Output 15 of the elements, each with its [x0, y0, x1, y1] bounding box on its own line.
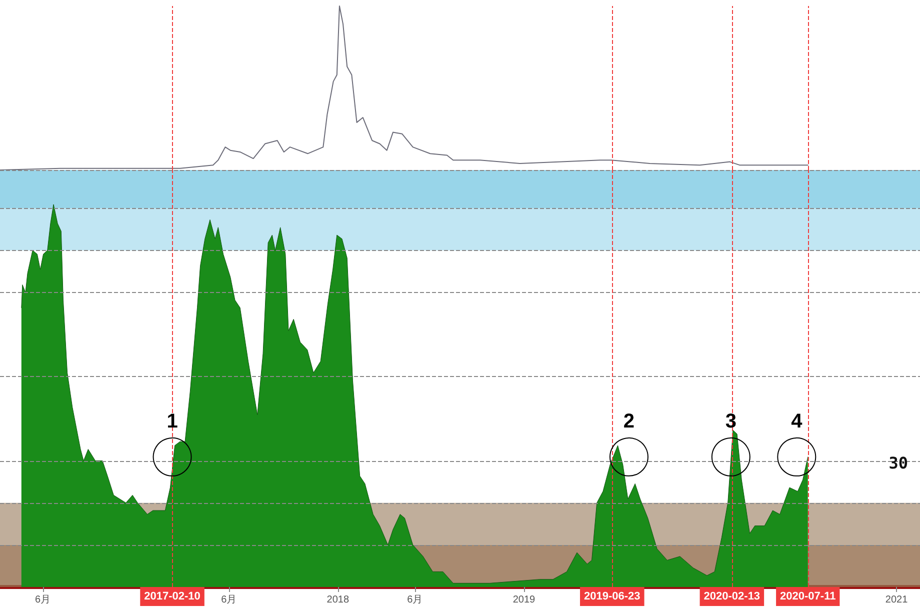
ref-line-label: 2020-02-13 — [704, 590, 760, 602]
x-tick-label: 6月 — [35, 594, 51, 606]
x-tick-label: 6月 — [221, 594, 237, 606]
ref-line-label: 2020-07-11 — [780, 590, 836, 602]
x-tick-label: 2018 — [326, 594, 350, 606]
annotation: 1 — [166, 410, 178, 432]
ref-line-label: 2019-06-23 — [584, 590, 640, 602]
x-tick-label: 2021 — [885, 594, 908, 606]
x-tick-label: 6月 — [407, 594, 423, 606]
annotation: 30 — [888, 454, 908, 472]
x-tick-label: 2019 — [512, 594, 536, 606]
ref-line-label: 2017-02-10 — [144, 590, 200, 602]
annotation: 2 — [623, 410, 635, 432]
annotation: 3 — [725, 410, 736, 432]
annotation: 4 — [791, 410, 804, 432]
